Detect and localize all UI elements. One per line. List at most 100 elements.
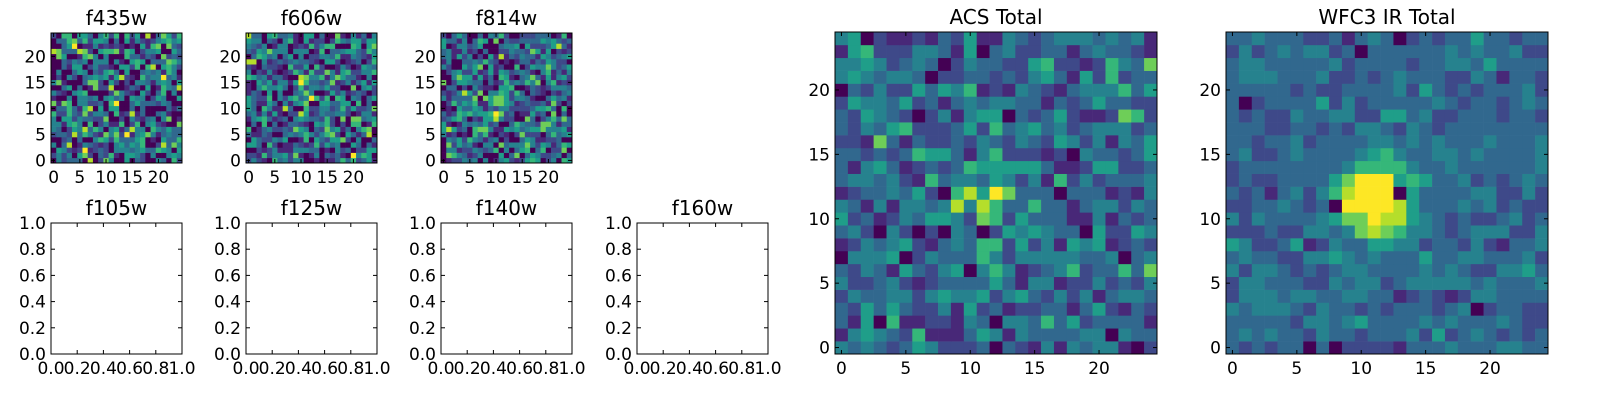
heatmap-cell xyxy=(441,100,447,107)
heatmap-cell xyxy=(345,33,352,39)
heatmap-cell xyxy=(472,79,478,86)
heatmap-cell xyxy=(1105,276,1119,290)
heatmap-cell xyxy=(1470,44,1484,59)
y-tick-label: 5 xyxy=(35,125,46,145)
y-tick-label: 10 xyxy=(414,99,436,119)
heatmap-cell xyxy=(340,131,346,138)
heatmap-cell xyxy=(1041,263,1055,278)
heatmap-cell xyxy=(545,64,552,70)
heatmap-cell xyxy=(134,157,141,164)
heatmap-cell xyxy=(51,64,57,70)
heatmap-cell xyxy=(524,137,531,143)
heatmap-cell xyxy=(261,38,268,44)
heatmap-cell xyxy=(251,85,257,91)
heatmap-cell xyxy=(493,121,499,127)
heatmap-cell xyxy=(277,59,283,65)
heatmap-cell xyxy=(293,59,299,65)
heatmap-cell xyxy=(1522,212,1536,226)
heatmap-cell xyxy=(356,121,362,127)
heatmap-cell xyxy=(472,147,478,153)
heatmap-cell xyxy=(314,85,320,91)
heatmap-cell xyxy=(272,59,278,65)
heatmap-cell xyxy=(314,43,320,49)
heatmap-cell xyxy=(461,59,468,65)
heatmap-cell xyxy=(51,152,57,159)
heatmap-cell xyxy=(124,157,130,164)
heatmap-cell xyxy=(113,53,120,60)
heatmap-cell xyxy=(108,116,115,122)
heatmap-cell xyxy=(519,69,526,75)
heatmap-cell xyxy=(446,43,452,49)
heatmap-cell xyxy=(519,64,526,70)
heatmap-cell xyxy=(1290,32,1304,46)
y-tick-label: 0 xyxy=(819,339,830,359)
heatmap-cell xyxy=(1444,135,1459,149)
heatmap-cell xyxy=(361,100,367,107)
heatmap-cell xyxy=(835,328,849,342)
heatmap-cell xyxy=(261,74,268,81)
heatmap-cell xyxy=(82,121,88,127)
heatmap-cell xyxy=(1251,225,1265,239)
heatmap-cell xyxy=(340,105,346,112)
heatmap-cell xyxy=(441,69,447,75)
heatmap-cell xyxy=(287,85,294,91)
heatmap-cell xyxy=(561,95,568,101)
heatmap-cell xyxy=(446,38,452,44)
heatmap-cell xyxy=(1079,315,1093,329)
heatmap-cell xyxy=(77,74,83,81)
heatmap-cell xyxy=(272,95,278,101)
heatmap-cell xyxy=(293,90,299,96)
heatmap-cell xyxy=(1470,57,1484,71)
heatmap-cell xyxy=(1444,199,1459,213)
heatmap-cell xyxy=(925,160,939,174)
heatmap-cell xyxy=(77,59,83,65)
x-tick-label: 1.0 xyxy=(754,359,781,379)
heatmap-cell xyxy=(261,157,268,164)
heatmap-cell xyxy=(366,111,373,117)
heatmap-cell xyxy=(1483,212,1497,226)
heatmap-cell xyxy=(1535,225,1549,239)
panel-title: f606w xyxy=(281,6,343,30)
heatmap-cell xyxy=(1535,302,1549,316)
heatmap-cell xyxy=(1226,44,1240,59)
heatmap-cell xyxy=(482,53,489,60)
heatmap-cell xyxy=(1496,341,1510,355)
heatmap-cell xyxy=(950,83,965,97)
heatmap-cell xyxy=(145,90,151,96)
heatmap-cell xyxy=(161,90,167,96)
heatmap-cell xyxy=(493,90,499,96)
heatmap-cell xyxy=(835,32,849,46)
heatmap-cell xyxy=(340,111,346,117)
heatmap-cell xyxy=(1483,276,1497,290)
heatmap-cell xyxy=(925,328,939,342)
heatmap-cell xyxy=(899,44,913,59)
heatmap-cell xyxy=(860,135,874,149)
heatmap-cell xyxy=(441,147,447,153)
heatmap-cell xyxy=(176,64,183,70)
heatmap-cell xyxy=(1509,70,1523,84)
heatmap-cell xyxy=(451,90,458,96)
heatmap-cell xyxy=(1457,173,1472,187)
heatmap-cell xyxy=(498,59,505,65)
heatmap-cell xyxy=(1303,315,1317,329)
heatmap-cell xyxy=(371,85,378,91)
heatmap-cell xyxy=(129,59,136,65)
heatmap-cell xyxy=(1002,160,1016,174)
heatmap-cell xyxy=(472,142,478,148)
heatmap-cell xyxy=(77,64,83,70)
heatmap-cell xyxy=(456,100,463,107)
heatmap-cell xyxy=(1028,186,1042,200)
heatmap-cell xyxy=(319,69,325,75)
heatmap-cell xyxy=(1002,199,1016,213)
heatmap-cell xyxy=(246,69,252,75)
heatmap-cell xyxy=(509,48,515,55)
heatmap-cell xyxy=(1535,147,1549,162)
heatmap-cell xyxy=(1393,122,1407,136)
heatmap-cell xyxy=(847,83,862,97)
heatmap-cell xyxy=(963,173,977,187)
heatmap-cell xyxy=(155,131,162,138)
heatmap-cell xyxy=(509,121,515,127)
heatmap-cell xyxy=(514,131,520,138)
heatmap-cell xyxy=(1522,109,1536,123)
heatmap-cell xyxy=(329,95,336,101)
